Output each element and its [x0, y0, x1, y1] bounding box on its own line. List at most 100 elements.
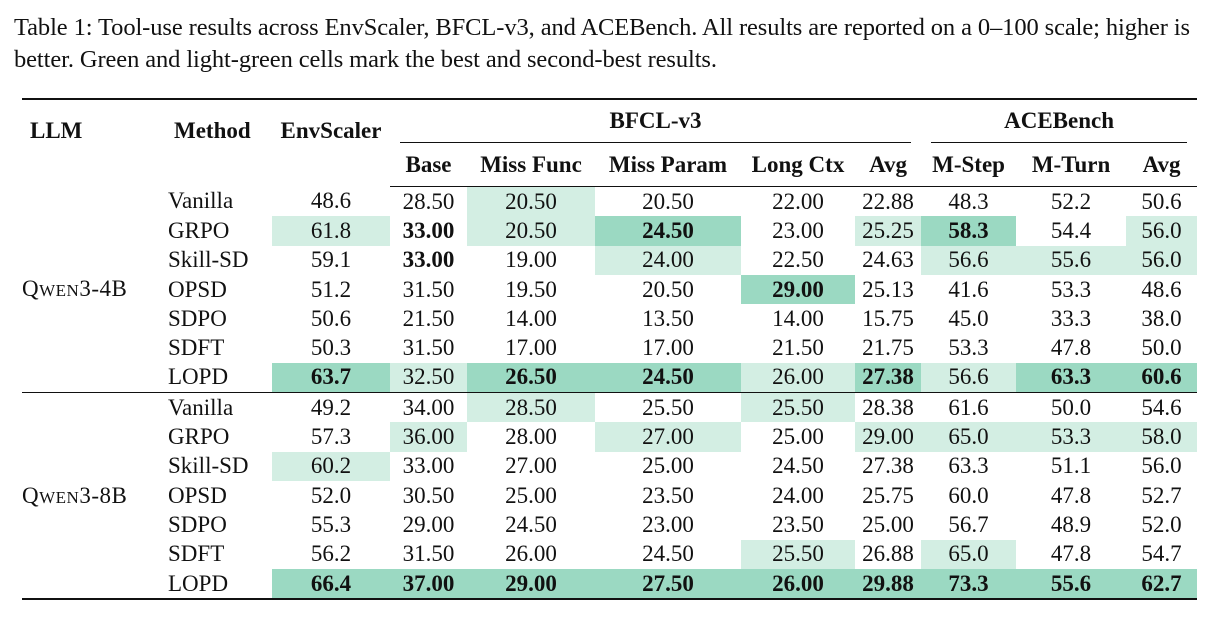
- value-cell: 51.1: [1050, 453, 1092, 479]
- value-cell: 56.2: [310, 541, 352, 567]
- value-cell: 50.0: [1016, 392, 1127, 423]
- table-row: Skill-SD 59.1 33.00 19.00 24.00 22.50 24.63 56.…: [22, 245, 1198, 275]
- value-cell: 29.00: [467, 568, 595, 601]
- value-cell: 56.0: [1126, 216, 1198, 246]
- value-cell: 48.9: [1050, 511, 1092, 537]
- header-ace-m-step: M-Step: [921, 144, 1017, 187]
- value-cell: 22.00: [772, 188, 824, 214]
- value-cell: 73.3: [921, 568, 1017, 601]
- value-cell: 20.50: [642, 276, 694, 302]
- value-cell: 23.00: [772, 217, 824, 243]
- value-cell: 53.3: [1050, 276, 1092, 302]
- value-cell: 25.13: [862, 276, 914, 302]
- value-cell: 65.0: [921, 539, 1017, 569]
- table-row: GRPO 61.8 33.00 20.50 24.50 23.00 25.25 58.3 54.…: [22, 216, 1198, 246]
- value-cell: 28.50: [467, 392, 595, 423]
- method-cell: LOPD: [168, 568, 272, 601]
- table-row: LOPD 63.7 32.50 26.50 24.50 26.00 27.38 56.6 63.…: [22, 362, 1198, 393]
- value-cell: 55.6: [1016, 568, 1127, 601]
- value-cell: 26.00: [741, 362, 855, 393]
- header-bfcl-avg: Avg: [855, 144, 922, 187]
- value-cell: 21.75: [862, 335, 914, 361]
- value-cell: 27.38: [855, 362, 922, 393]
- value-cell: 52.7: [1141, 482, 1182, 508]
- method-cell: OPSD: [168, 276, 227, 302]
- value-cell: 29.88: [855, 568, 922, 601]
- table-caption: Table 1: Tool-use results across EnvScal…: [14, 14, 1190, 73]
- method-cell: Vanilla: [168, 392, 272, 423]
- value-cell: 20.50: [642, 188, 694, 214]
- header-bfcl-group: BFCL-v3: [390, 98, 922, 144]
- llm-smallcaps: WEN: [39, 281, 80, 301]
- llm-initial: Q: [22, 276, 40, 302]
- value-cell: 31.50: [402, 276, 455, 302]
- value-cell: 29.00: [741, 274, 855, 305]
- method-cell: GRPO: [168, 424, 230, 450]
- value-cell: 50.0: [1141, 335, 1182, 361]
- value-cell: 56.6: [921, 245, 1017, 275]
- value-cell: 54.6: [1126, 392, 1198, 423]
- value-cell: 25.50: [595, 392, 741, 423]
- value-cell: 22.50: [772, 247, 824, 273]
- header-bfcl-miss-func: Miss Func: [467, 144, 595, 187]
- value-cell: 24.50: [595, 216, 741, 246]
- header-acebench-group: ACEBench: [921, 98, 1198, 144]
- value-cell: 54.7: [1141, 541, 1182, 567]
- llm-label: QWEN3-4B: [22, 187, 168, 393]
- value-cell: 41.6: [948, 276, 989, 302]
- value-cell: 26.88: [862, 541, 914, 567]
- value-cell: 47.8: [1050, 335, 1092, 361]
- value-cell: 61.6: [921, 392, 1017, 423]
- value-cell: 47.8: [1050, 482, 1092, 508]
- method-cell: SDPO: [168, 305, 227, 331]
- table-row: QWEN3-8B Vanilla 49.2 34.00 28.50 25.50 25.50 2…: [22, 392, 1198, 601]
- value-cell: 24.50: [505, 511, 557, 537]
- header-envscaler: EnvScaler: [272, 98, 390, 187]
- value-cell: 62.7: [1126, 568, 1198, 601]
- value-cell: 25.25: [855, 216, 922, 246]
- value-cell: 21.50: [772, 335, 824, 361]
- method-cell: SDFT: [168, 335, 225, 361]
- value-cell: 38.0: [1141, 305, 1182, 331]
- value-cell: 24.50: [772, 453, 824, 479]
- value-cell: 20.50: [467, 216, 595, 246]
- value-cell: 54.4: [1050, 217, 1092, 243]
- value-cell: 55.6: [1016, 245, 1127, 275]
- header-bfcl-long-ctx: Long Ctx: [741, 144, 855, 187]
- value-cell: 52.0: [310, 482, 352, 508]
- table-row: SDPO 55.3 29.00 24.50 23.00 23.50 25.00 56.7 48.…: [22, 510, 1197, 539]
- method-cell: Skill-SD: [168, 247, 249, 273]
- table-row: OPSD 52.0 30.50 25.00 23.50 24.00 25.75 60.0 47.…: [22, 481, 1197, 510]
- value-cell: 63.3: [1016, 362, 1127, 393]
- value-cell: 27.00: [595, 422, 741, 452]
- table-row: SDFT 56.2 31.50 26.00 24.50 25.50 26.88 65.0 47.…: [22, 539, 1197, 569]
- results-table: LLM Method EnvScaler BFCL-v3 ACEBench Ba…: [22, 98, 1198, 601]
- value-cell: 48.3: [948, 188, 989, 214]
- value-cell: 25.00: [505, 482, 557, 508]
- value-cell: 51.2: [310, 276, 352, 302]
- header-ace-avg: Avg: [1126, 144, 1198, 187]
- value-cell: 56.0: [1126, 245, 1198, 275]
- value-cell: 33.00: [402, 247, 455, 273]
- value-cell: 36.00: [390, 422, 467, 452]
- value-cell: 17.00: [642, 335, 694, 361]
- value-cell: 33.00: [402, 217, 455, 243]
- value-cell: 27.50: [595, 568, 741, 601]
- value-cell: 28.38: [855, 392, 922, 423]
- value-cell: 50.3: [310, 335, 352, 361]
- table-row: Skill-SD 60.2 33.00 27.00 25.00 24.50 27.38 63.…: [22, 451, 1197, 481]
- method-cell: OPSD: [168, 482, 227, 508]
- method-cell: GRPO: [168, 217, 230, 243]
- value-cell: 27.00: [505, 453, 557, 479]
- value-cell: 25.00: [772, 424, 824, 450]
- value-cell: 14.00: [772, 305, 824, 331]
- value-cell: 59.1: [310, 247, 352, 273]
- method-cell: LOPD: [168, 364, 229, 390]
- value-cell: 30.50: [402, 482, 455, 508]
- method-cell: Skill-SD: [168, 453, 249, 479]
- table-row: OPSD 51.2 31.50 19.50 20.50 29.00 25.13 41.6 53.…: [22, 274, 1197, 305]
- value-cell: 47.8: [1050, 541, 1092, 567]
- value-cell: 26.00: [505, 541, 557, 567]
- value-cell: 25.00: [862, 511, 914, 537]
- value-cell: 48.6: [1141, 276, 1182, 302]
